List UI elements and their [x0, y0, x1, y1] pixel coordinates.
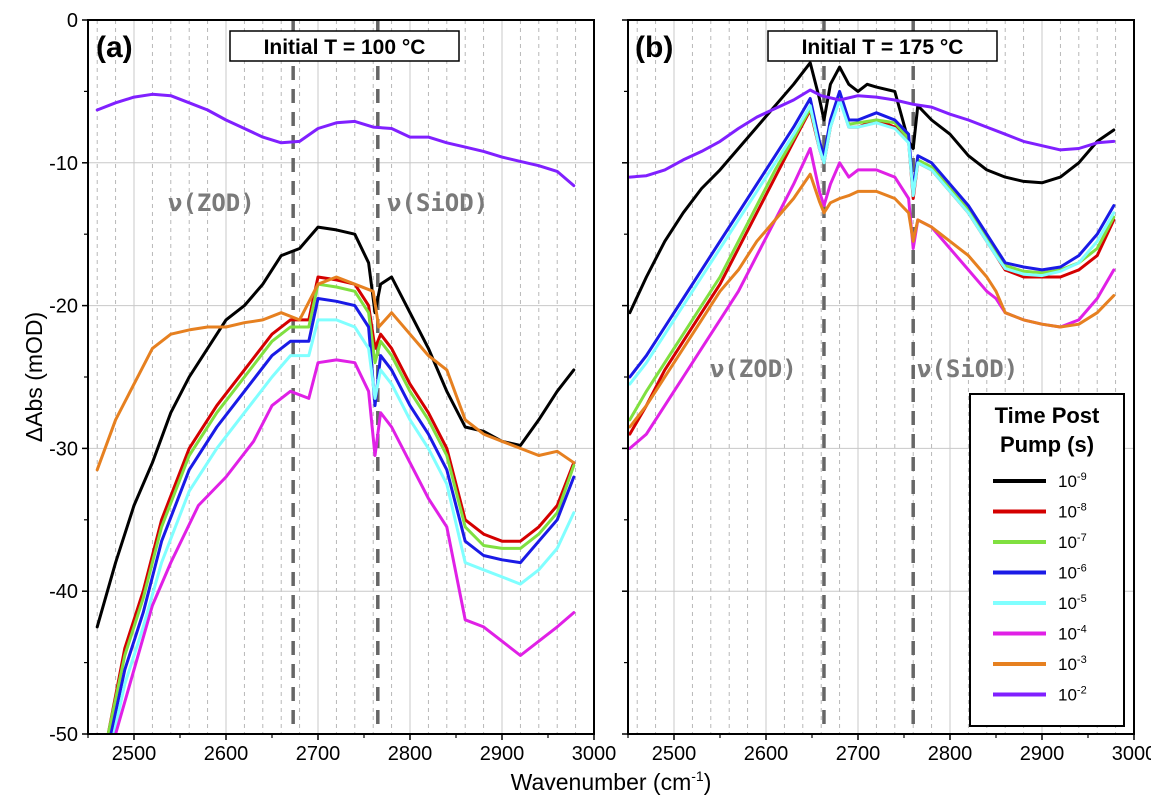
x-tick-label: 2900 — [1020, 743, 1065, 765]
series-line-10^-8 — [106, 275, 576, 734]
legend-label-10^-2: 10-2 — [1058, 685, 1087, 705]
series-line-10^-7 — [106, 282, 576, 734]
series-line-10^-7 — [628, 95, 1116, 422]
panel-b-siod-annotation: ν(SiOD) — [917, 355, 1018, 383]
y-tick-label: -50 — [49, 724, 78, 746]
series-line-10^-9 — [95, 225, 576, 629]
panel-b-y-ticks — [622, 19, 628, 735]
x-tick-label: 2900 — [480, 743, 525, 765]
series-line-10^-5 — [628, 98, 1116, 386]
x-tick-label: 2800 — [928, 743, 973, 765]
x-tick-label: 2500 — [112, 743, 157, 765]
panel-a-x-ticks: 2500 2600 2700 2800 2900 3000 — [87, 734, 617, 765]
panel-b-zod-annotation: ν(ZOD) — [710, 355, 797, 383]
series-line-10^-3 — [628, 172, 1116, 429]
x-tick-label: 2700 — [296, 743, 341, 765]
series-line-10^-2 — [628, 88, 1116, 179]
series-line-10^-5 — [112, 318, 576, 734]
x-tick-label: 2700 — [836, 743, 881, 765]
panel-a-series — [95, 92, 576, 734]
panel-b-letter: (b) — [635, 31, 673, 64]
x-tick-label: 2600 — [204, 743, 249, 765]
panel-a-background — [88, 20, 594, 734]
y-tick-label: -40 — [49, 581, 78, 603]
x-tick-label: 2600 — [744, 743, 789, 765]
legend-label-10^-9: 10-9 — [1058, 471, 1087, 491]
series-line-10^-2 — [95, 92, 576, 188]
y-tick-label: -20 — [49, 296, 78, 318]
panel-a-y-ticks: 0 -10 -20 -30 -40 -50 — [49, 10, 88, 746]
panel-b-temp-box — [767, 30, 998, 62]
series-line-10^-9 — [628, 61, 1116, 315]
legend-entries: 10-9 10-8 10-7 10-6 10-5 10-4 10-3 10-2 — [993, 471, 1087, 705]
y-axis-title: ΔAbs (mOD) — [21, 312, 47, 442]
panel-a-temp-label: Initial T = 100 °C — [264, 36, 426, 59]
x-axis-unit-base: cm — [661, 769, 692, 795]
y-tick-label: 0 — [67, 10, 78, 32]
legend-title-line2: Pump (s) — [1000, 432, 1094, 457]
legend-label-10^-7: 10-7 — [1058, 532, 1087, 552]
panel-a-zod-annotation: ν(ZOD) — [168, 189, 255, 217]
legend-label-10^-6: 10-6 — [1058, 563, 1087, 583]
legend-title-line1: Time Post — [995, 403, 1100, 428]
legend-label-10^-8: 10-8 — [1058, 502, 1087, 522]
panel-a-temp-box — [229, 30, 460, 62]
series-line-10^-6 — [109, 297, 576, 734]
legend-label-10^-5: 10-5 — [1058, 593, 1087, 613]
legend: Time Post Pump (s) 10-910-810-710-610-51… — [969, 393, 1125, 727]
y-tick-label: -10 — [49, 153, 78, 175]
x-axis-title: Wavenumber (cm-1) — [511, 768, 712, 795]
series-line-10^-4 — [114, 358, 576, 734]
legend-label-10^-4: 10-4 — [1058, 624, 1087, 644]
legend-box — [969, 393, 1125, 727]
x-axis-title-main: Wavenumber — [511, 769, 647, 795]
panel-a-letter: (a) — [96, 31, 133, 64]
panel-b-temp-label: Initial T = 175 °C — [802, 36, 964, 59]
panel-b-series — [628, 61, 1116, 450]
x-tick-label: 2800 — [388, 743, 433, 765]
x-tick-label: 2500 — [652, 743, 697, 765]
panel-a: 2500 2600 2700 2800 2900 3000 0 -10 -20 -30 -40 -5… — [49, 10, 616, 765]
panel-b-x-ticks: 2500 2600 2700 2800 2900 3000 — [627, 734, 1151, 765]
x-tick-label: 3000 — [572, 743, 617, 765]
x-axis-unit-exp: -1 — [691, 768, 704, 784]
series-line-10^-3 — [95, 275, 576, 472]
panel-a-siod-annotation: ν(SiOD) — [387, 189, 488, 217]
y-tick-label: -30 — [49, 438, 78, 460]
series-line-10^-6 — [628, 89, 1116, 379]
legend-label-10^-3: 10-3 — [1058, 654, 1087, 674]
x-tick-label: 3000 — [1112, 743, 1151, 765]
